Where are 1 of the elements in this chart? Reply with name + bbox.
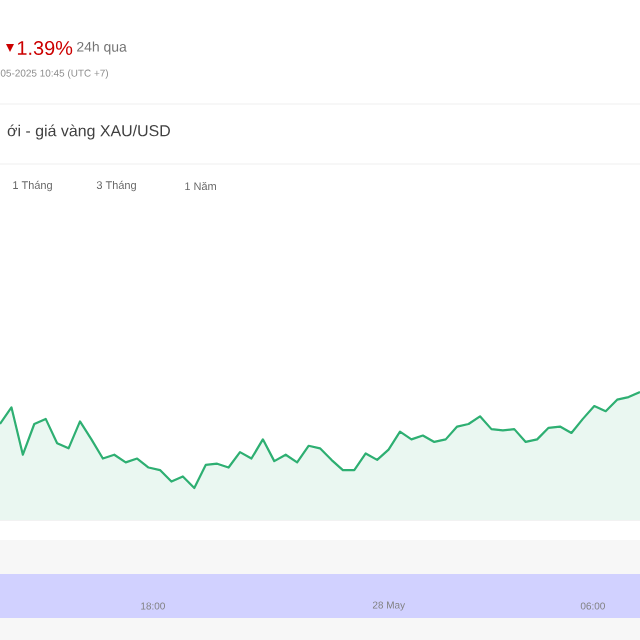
text: 1.39%	[17, 40, 73, 56]
